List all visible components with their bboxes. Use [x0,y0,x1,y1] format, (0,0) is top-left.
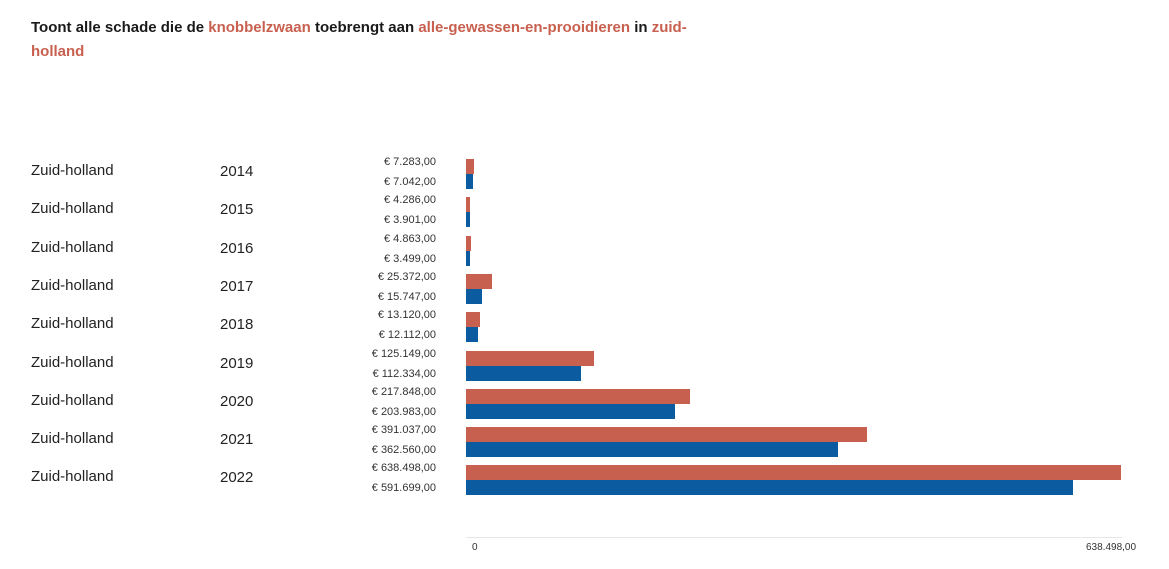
row-region-label: Zuid-holland [31,162,114,179]
value-label-2021-series-1: € 391.037,00 [371,424,436,437]
bar-2014-series-2 [466,174,474,189]
row-year-label: 2016 [220,239,254,257]
value-label-2022-series-2: € 591.699,00 [371,482,436,495]
row-year-label: 2017 [220,277,254,295]
bar-2021-series-1 [466,427,868,443]
bar-2021-series-2 [466,442,838,458]
value-label-2016-series-1: € 4.863,00 [384,232,436,245]
row-region-label: Zuid-holland [31,430,114,448]
bar-2015-series-2 [466,212,470,228]
row-region-label: Zuid-holland [31,238,114,256]
value-label-2015-series-1: € 4.286,00 [384,194,436,207]
bar-2022-series-1 [466,465,1121,481]
bar-2019-series-1 [466,350,595,366]
bar-2014-series-1 [466,159,474,174]
bar-2017-series-2 [466,288,483,304]
chart-title: Toont alle schade die de knobbelzwaan to… [31,16,711,64]
row-year-label: 2019 [220,354,254,372]
row-year-label: 2021 [220,431,254,449]
title-region: zuid-holland [31,19,687,60]
row-region-label: Zuid-holland [31,315,114,333]
row-region-label: Zuid-holland [31,200,114,218]
value-label-2017-series-1: € 25.372,00 [377,270,436,283]
bar-2017-series-1 [466,273,492,289]
row-region-label: Zuid-holland [31,391,114,409]
bar-2015-series-1 [466,197,471,213]
value-label-2020-series-2: € 203.983,00 [371,405,436,418]
title-species: knobbelzwaan [208,19,311,36]
value-label-2014-series-2: € 7.042,00 [384,176,436,188]
value-label-2019-series-1: € 125.149,00 [371,347,436,360]
title-crop: alle-gewassen-en-prooidieren [418,19,631,36]
bar-2016-series-2 [466,250,470,266]
title-in: in [630,19,652,36]
value-label-2014-series-1: € 7.283,00 [384,156,436,168]
bar-2019-series-2 [466,365,582,381]
value-label-2020-series-1: € 217.848,00 [371,385,436,398]
x-tick-max: 638.498,00 [1086,542,1137,553]
value-label-2018-series-1: € 13.120,00 [377,309,436,322]
row-region-label: Zuid-holland [31,276,114,294]
bar-2018-series-2 [466,327,479,343]
value-label-2015-series-2: € 3.901,00 [384,214,436,227]
value-label-2017-series-2: € 15.747,00 [377,290,436,303]
bar-2018-series-1 [466,312,480,328]
title-middle: toebrengt aan [310,19,419,36]
value-label-2021-series-2: € 362.560,00 [371,444,436,457]
x-axis-line [466,537,1122,538]
row-year-label: 2015 [220,201,254,219]
value-label-2019-series-2: € 112.334,00 [372,367,436,380]
value-label-2022-series-1: € 638.498,00 [371,462,436,475]
value-label-2018-series-2: € 12.112,00 [378,329,436,342]
title-prefix: Toont alle schade die de [31,19,209,36]
x-tick-min: 0 [472,542,478,553]
row-region-label: Zuid-holland [31,353,114,371]
row-region-label: Zuid-holland [31,468,114,486]
bar-2020-series-2 [466,403,676,419]
row-year-label: 2014 [220,163,254,180]
bar-2022-series-2 [466,480,1073,496]
bar-2016-series-1 [466,235,471,251]
row-year-label: 2018 [220,316,254,334]
row-year-label: 2020 [220,392,254,410]
bar-2020-series-1 [466,388,690,404]
row-year-label: 2022 [220,469,254,487]
value-label-2016-series-2: € 3.499,00 [384,252,436,265]
